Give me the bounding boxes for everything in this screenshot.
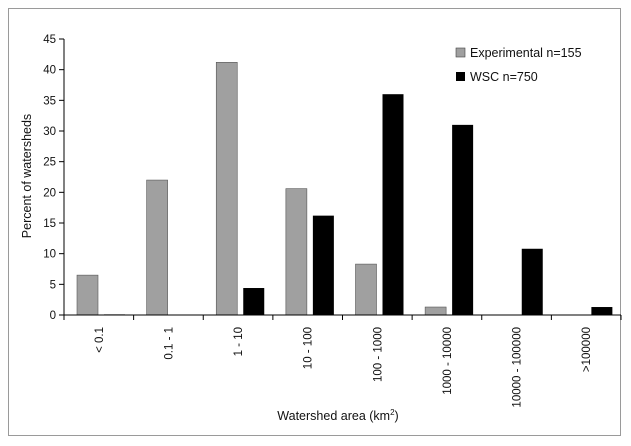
y-tick-label-0: 0	[50, 310, 56, 322]
bar-wsc-6	[521, 248, 543, 315]
x-axis-tick-labels: < 0.1 0.1 - 1 1 - 10 10 - 100 100 - 1000 1000…	[63, 315, 622, 408]
x-tick-label-6: 10000 - 100000	[512, 327, 524, 408]
bar-experimental-5	[424, 306, 447, 316]
bar-wsc-3	[312, 215, 334, 315]
legend-swatch-experimental	[455, 47, 466, 58]
x-tick-label-3: 10 - 100	[303, 327, 315, 369]
y-axis-ticks: 0 5 10 15 20 25 30 35 40 45	[43, 34, 64, 322]
bar-experimental-4	[355, 263, 377, 316]
y-tick-label-3: 15	[43, 218, 56, 230]
bar-experimental-2	[215, 62, 238, 316]
x-tick-label-4: 100 - 1000	[372, 327, 384, 382]
legend-swatch-wsc	[456, 72, 465, 81]
y-tick-label-8: 40	[43, 65, 56, 77]
bar-wsc-7	[591, 307, 613, 315]
bar-wsc-2	[243, 288, 265, 315]
y-tick-label-5: 25	[43, 157, 56, 169]
bar-wsc-4	[382, 94, 404, 315]
bar-wsc-5	[452, 124, 474, 315]
y-tick-label-1: 5	[50, 279, 56, 291]
x-tick-label-2: 1 - 10	[233, 327, 245, 356]
y-tick-label-9: 45	[43, 34, 56, 46]
x-tick-label-1: 0.1 - 1	[163, 327, 175, 360]
bar-experimental-1	[146, 179, 168, 316]
x-axis-label: Watershed area (km2)	[277, 408, 398, 423]
y-tick-label-7: 35	[43, 95, 56, 107]
x-tick-label-0: < 0.1	[94, 327, 106, 353]
y-tick-label-6: 30	[43, 126, 56, 138]
y-tick-label-4: 20	[43, 187, 56, 199]
bar-experimental-0	[76, 274, 99, 316]
bar-experimental-3	[285, 188, 308, 316]
x-tick-label-5: 1000 - 10000	[442, 327, 454, 395]
x-tick-label-7: >100000	[581, 327, 593, 372]
y-axis-label: Percent of watersheds	[20, 114, 34, 238]
y-tick-label-2: 10	[43, 249, 56, 261]
legend-label-wsc: WSC n=750	[470, 70, 538, 84]
legend: Experimental n=155 WSC n=750	[455, 46, 582, 84]
bars	[76, 62, 613, 316]
legend-label-experimental: Experimental n=155	[470, 46, 582, 60]
